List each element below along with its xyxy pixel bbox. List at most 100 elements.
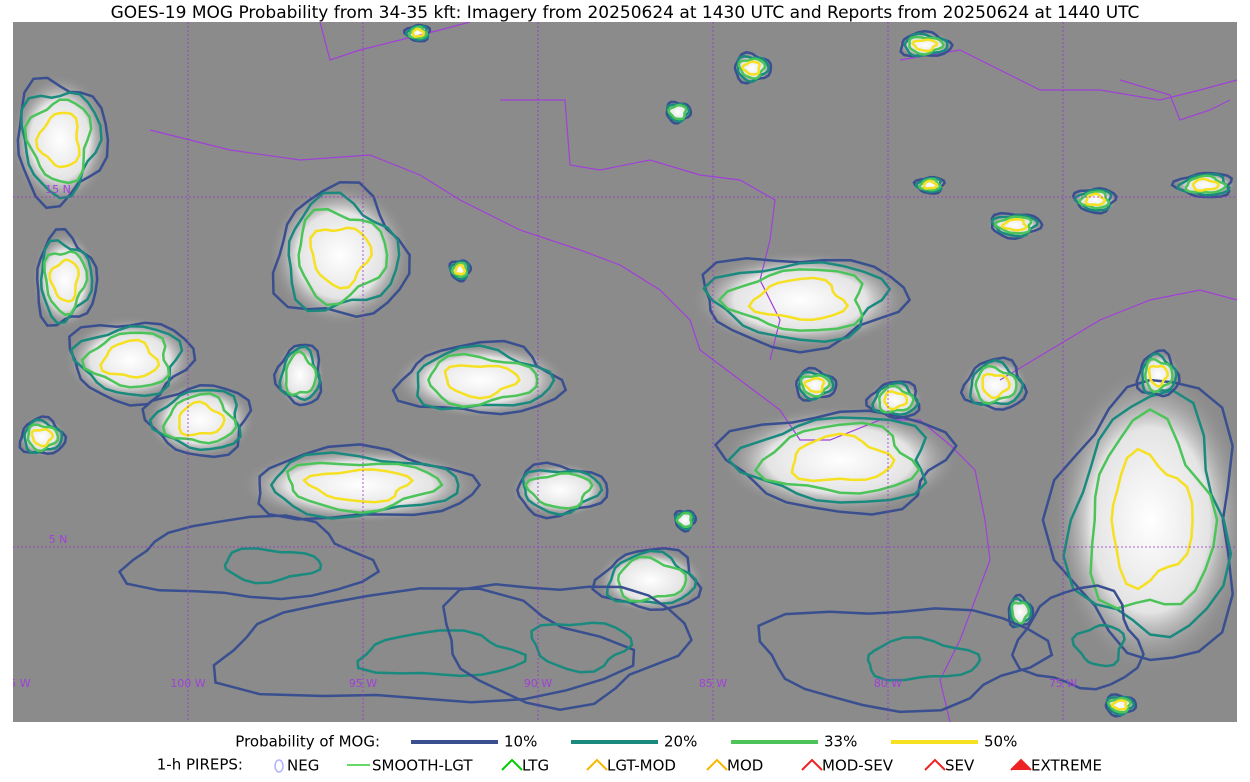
mog-contours: [16, 23, 1234, 718]
contour: [523, 472, 594, 510]
contour: [70, 325, 184, 398]
contour: [605, 549, 698, 605]
pirep-symbol: [586, 758, 608, 771]
contour: [20, 91, 103, 200]
contour: [271, 180, 411, 318]
contour: [269, 451, 460, 520]
legend-label: LTG: [522, 757, 549, 775]
contour: [408, 25, 428, 40]
contour: [591, 547, 703, 611]
contour: [450, 261, 468, 279]
contour: [1077, 190, 1111, 210]
contour: [1143, 357, 1174, 394]
cloud: [690, 250, 910, 350]
contour: [799, 374, 831, 398]
legend-label: 20%: [664, 733, 697, 751]
contour: [416, 344, 556, 411]
contour: [161, 392, 238, 445]
contour: [411, 27, 426, 38]
contour: [866, 636, 982, 682]
contour: [212, 587, 636, 704]
contour: [48, 258, 81, 303]
contour: [737, 57, 767, 80]
lon-label: 100 W: [170, 677, 205, 690]
contour: [35, 227, 99, 327]
legend-label: LGT-MOD: [607, 757, 676, 775]
contour: [1010, 584, 1145, 691]
contour: [1073, 188, 1113, 212]
contour: [741, 60, 761, 76]
legend-label: 50%: [984, 733, 1017, 751]
contour: [1147, 364, 1170, 388]
contour: [702, 261, 892, 343]
contour: [427, 352, 539, 409]
contour: [404, 24, 430, 42]
contour: [23, 98, 93, 185]
pirep-symbol: [924, 758, 946, 771]
contour: [223, 547, 323, 585]
contour: [701, 256, 912, 354]
contour: [278, 345, 322, 402]
cloud: [719, 405, 961, 515]
contour: [1176, 172, 1231, 197]
contour: [43, 250, 89, 317]
contour: [883, 390, 909, 411]
contour: [899, 29, 954, 58]
contour: [753, 421, 921, 495]
contour: [1089, 407, 1219, 610]
contour: [1000, 218, 1028, 232]
legend-title: Probability of MOG:: [235, 733, 380, 751]
coastlines: [149, 22, 1237, 722]
contour: [1170, 171, 1234, 199]
contour: [959, 356, 1029, 411]
contour: [790, 432, 896, 483]
lon-label: 75 W: [1049, 677, 1077, 690]
contour: [26, 423, 60, 453]
contour: [441, 583, 693, 711]
contour: [391, 339, 568, 416]
contour: [675, 511, 693, 529]
graticule: [13, 22, 1237, 722]
cloud: [1051, 366, 1237, 674]
contour: [1041, 378, 1234, 662]
contour: [1141, 352, 1178, 396]
contour: [717, 268, 864, 332]
title: GOES-19 MOG Probability from 34-35 kft: …: [111, 3, 1140, 23]
contour: [747, 276, 850, 322]
contour: [178, 400, 226, 437]
legend-label: MOD: [727, 757, 763, 775]
contour: [667, 103, 688, 121]
cloud: [392, 341, 568, 419]
contour: [917, 177, 942, 192]
contour: [99, 338, 161, 379]
contour: [616, 555, 688, 603]
contour: [34, 111, 81, 169]
legend-title: 1-h PIREPS:: [157, 756, 243, 774]
contour: [356, 629, 527, 678]
contour: [974, 364, 1018, 405]
contour: [911, 38, 939, 53]
cloud: [13, 74, 110, 206]
contour: [713, 409, 958, 516]
contour: [30, 428, 54, 448]
contour: [141, 384, 253, 459]
pirep-symbol: [1010, 758, 1032, 771]
contour: [878, 384, 915, 414]
legend-label: EXTREME: [1031, 757, 1102, 775]
contour: [908, 35, 945, 56]
contour: [1110, 447, 1194, 591]
contour: [443, 364, 521, 400]
lon-label: 85 W: [699, 677, 727, 690]
graticule-labels: 105 W 100 W 95 W 90 W 85 W 80 W 75 W 15 N 5 N: [13, 183, 1077, 690]
contour: [1010, 601, 1031, 626]
contour: [80, 331, 171, 389]
legend-label: 33%: [824, 733, 857, 751]
pirep-symbol: [501, 758, 523, 771]
legend-label: 10%: [504, 733, 537, 751]
contour: [1184, 174, 1228, 194]
contour: [981, 372, 1012, 400]
pirep-symbol: [274, 759, 284, 773]
legend-label: SMOOTH-LGT: [372, 757, 473, 775]
